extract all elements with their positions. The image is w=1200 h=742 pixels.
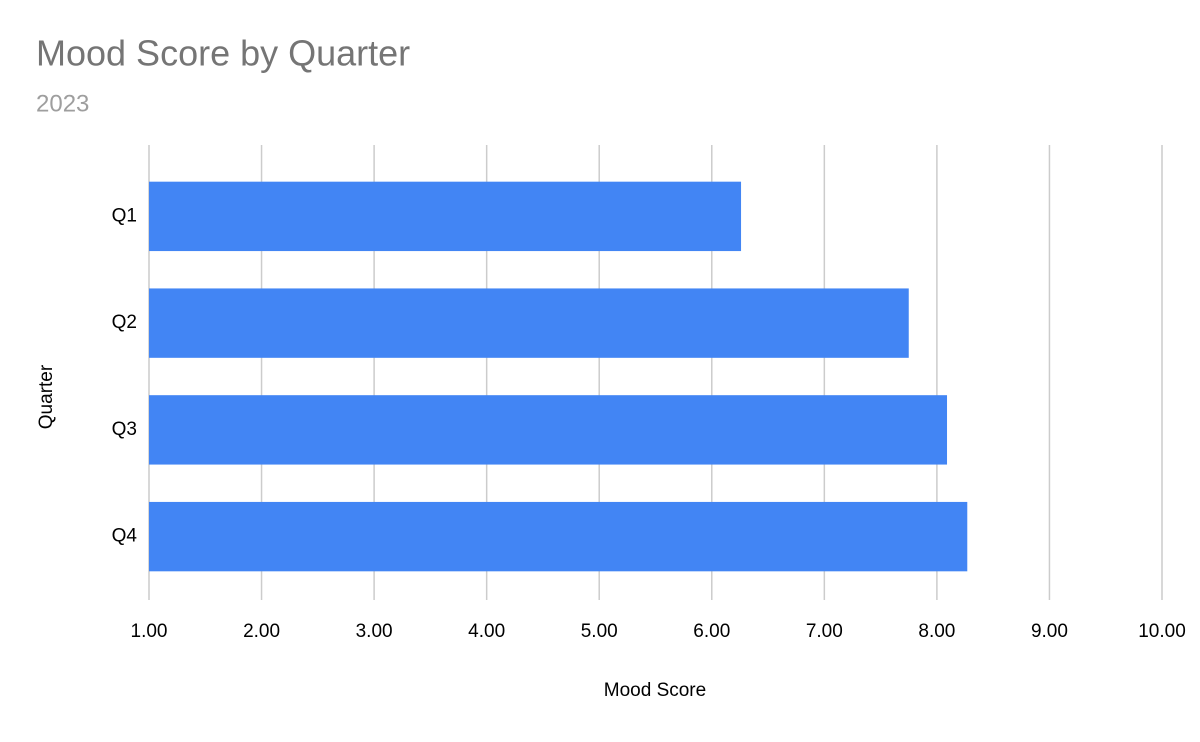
- chart-title: Mood Score by Quarter: [36, 33, 410, 74]
- x-axis-label: Mood Score: [604, 680, 706, 701]
- y-tick-label: Q1: [112, 205, 137, 226]
- x-tick-label: 7.00: [806, 621, 843, 642]
- y-tick-label: Q4: [112, 526, 138, 547]
- bar: [149, 395, 948, 465]
- bar: [149, 288, 909, 358]
- x-tick-label: 8.00: [918, 621, 955, 642]
- y-tick-label: Q2: [112, 312, 137, 333]
- y-axis-label: Quarter: [36, 364, 57, 429]
- x-tick-label: 5.00: [581, 621, 618, 642]
- y-tick-label: Q3: [112, 419, 137, 440]
- x-tick-label: 9.00: [1031, 621, 1068, 642]
- x-tick-label: 6.00: [693, 621, 730, 642]
- chart-subtitle: 2023: [36, 90, 89, 117]
- x-tick-label: 4.00: [468, 621, 505, 642]
- x-tick-label: 2.00: [243, 621, 280, 642]
- x-tick-label: 10.00: [1138, 621, 1186, 642]
- bar: [149, 501, 968, 572]
- bar: [149, 181, 742, 252]
- x-tick-label: 3.00: [356, 621, 393, 642]
- x-tick-label: 1.00: [131, 621, 168, 642]
